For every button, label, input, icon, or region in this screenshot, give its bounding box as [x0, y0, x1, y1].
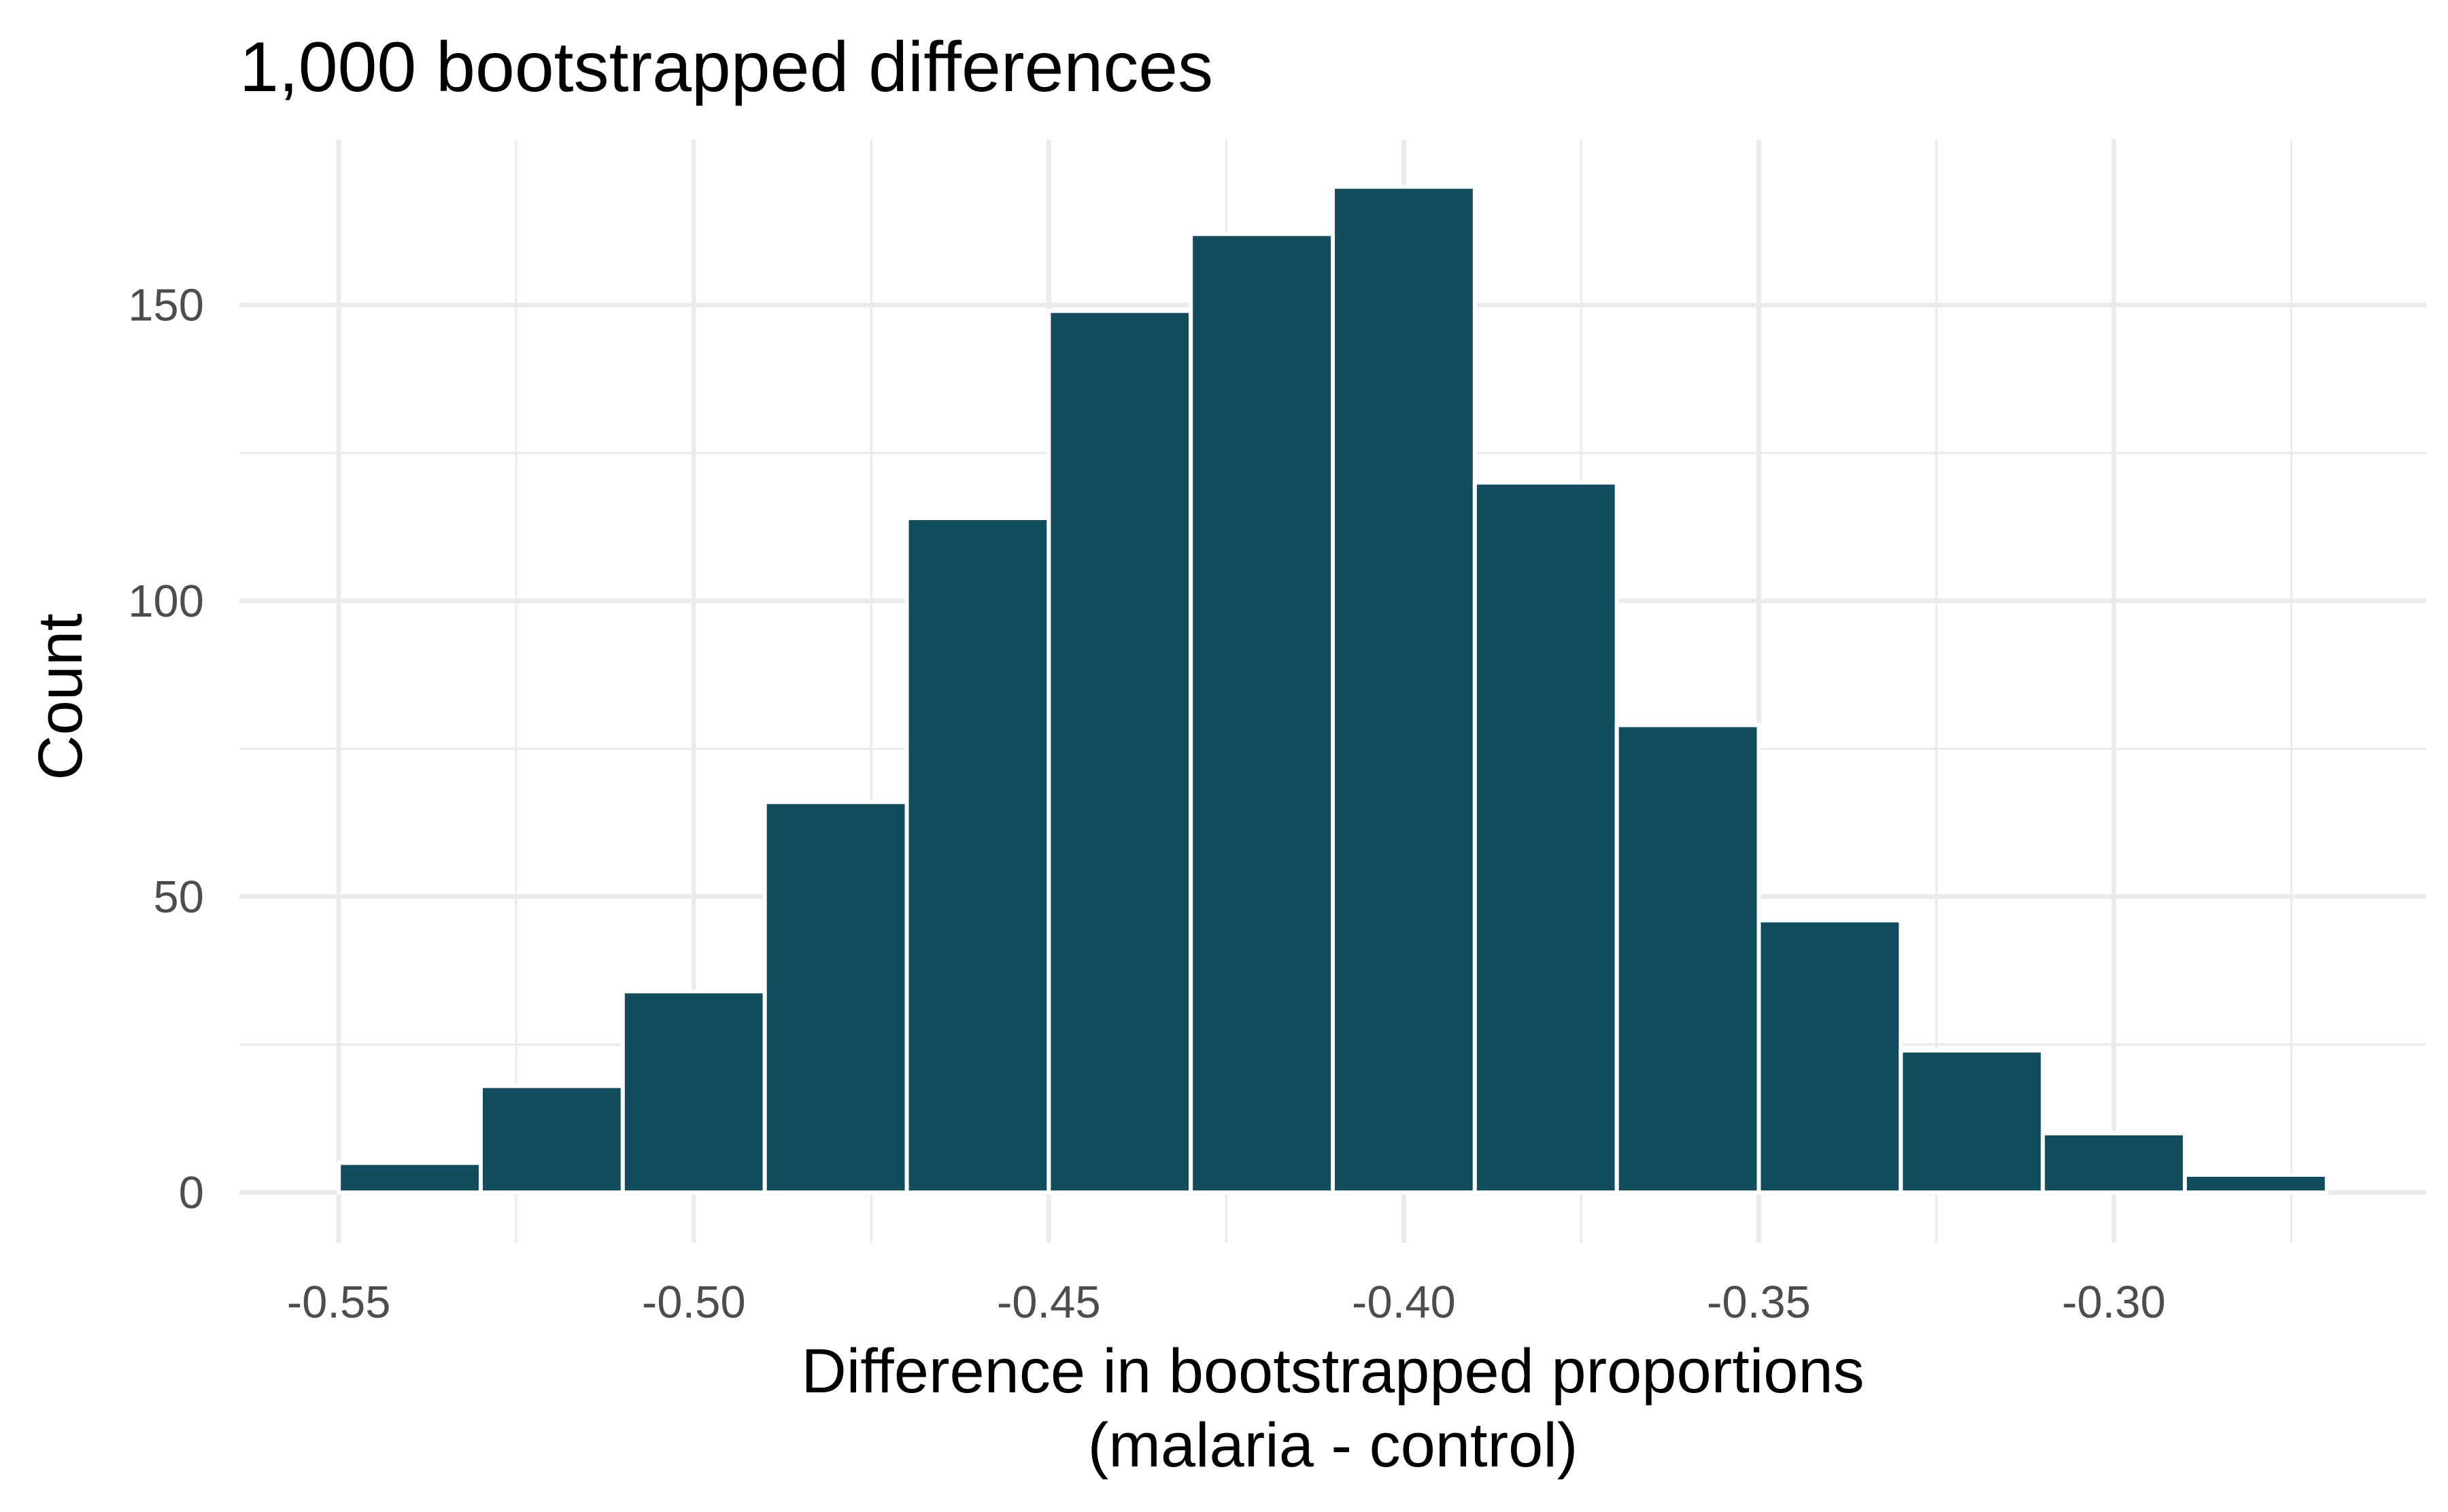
- y-tick-label: 150: [128, 280, 204, 331]
- histogram-bar-8: [1331, 184, 1477, 1195]
- histogram-bar-9: [1472, 480, 1619, 1195]
- chart-title: 1,000 bootstrapped differences: [239, 28, 1213, 107]
- histogram-bar-11: [1756, 918, 1903, 1195]
- histogram-bar-10: [1614, 723, 1761, 1195]
- x-tick-label: -0.45: [997, 1277, 1101, 1328]
- x-axis-title: Difference in bootstrapped proportions: [801, 1337, 1864, 1406]
- x-tick-label: -0.50: [642, 1277, 746, 1328]
- x-axis-tick-labels: -0.55 -0.50 -0.45 -0.40 -0.35 -0.30: [287, 1277, 2166, 1328]
- histogram-bar-3: [620, 989, 767, 1195]
- histogram-bar-1: [337, 1161, 483, 1195]
- x-tick-label: -0.35: [1707, 1277, 1811, 1328]
- histogram-bar-4: [762, 800, 909, 1195]
- y-axis-title: Count: [26, 613, 95, 780]
- histogram-bar-12: [1899, 1048, 2045, 1195]
- histogram-bar-13: [2041, 1131, 2187, 1195]
- x-tick-label: -0.55: [287, 1277, 391, 1328]
- histogram-bars: [337, 184, 2329, 1195]
- histogram-bar-2: [479, 1084, 625, 1195]
- y-axis-tick-labels: 0 50 100 150: [128, 280, 204, 1218]
- x-tick-label: -0.40: [1352, 1277, 1456, 1328]
- y-tick-label: 50: [153, 872, 204, 923]
- x-tick-label: -0.30: [2062, 1277, 2166, 1328]
- histogram-bar-7: [1189, 232, 1335, 1195]
- histogram-bar-14: [2182, 1172, 2329, 1195]
- histogram-bar-6: [1047, 309, 1193, 1195]
- y-tick-label: 100: [128, 576, 204, 627]
- x-axis-title-line2: (malaria - control): [1088, 1411, 1578, 1480]
- histogram-bar-5: [904, 515, 1051, 1195]
- y-tick-label: 0: [179, 1167, 204, 1218]
